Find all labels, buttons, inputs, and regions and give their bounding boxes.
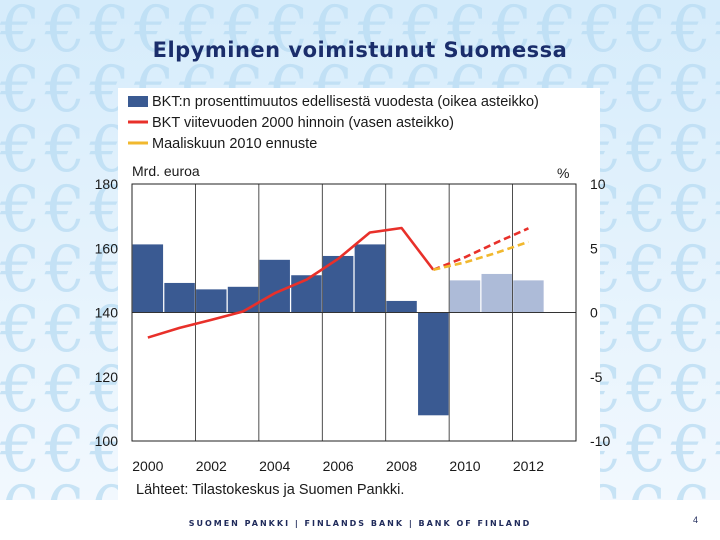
bar-2003 — [227, 286, 259, 313]
forecast-line-gdp — [432, 227, 529, 271]
footer-bar — [0, 500, 720, 540]
x-tick-2002: 2002 — [196, 458, 227, 474]
bar-2009 — [418, 312, 449, 416]
left-axis-label: Mrd. euroa — [132, 163, 200, 179]
left-tick-180: 180 — [95, 176, 119, 192]
bar-2002 — [196, 289, 227, 313]
bar-2007 — [354, 244, 386, 313]
gdp-line — [147, 226, 435, 339]
left-tick-140: 140 — [95, 305, 119, 321]
bar-2001 — [164, 282, 195, 313]
bar-2011 — [481, 273, 512, 313]
x-tick-2010: 2010 — [449, 458, 480, 474]
legend-label-bar: BKT:n prosenttimuutos edellisestä vuodes… — [152, 94, 539, 110]
right-tick-5: 5 — [590, 240, 598, 256]
page-number: 4 — [693, 515, 699, 525]
left-tick-120: 120 — [95, 369, 119, 385]
bar-2000 — [132, 244, 164, 313]
right-tick--10: -10 — [590, 433, 610, 449]
slide-title: Elpyminen voimistunut Suomessa — [152, 38, 568, 62]
left-tick-100: 100 — [95, 433, 119, 449]
plot-area: 100 120 140 160 180 -10 -5 0 5 10 2000 2002 2004 2006… — [95, 176, 611, 474]
x-tick-2004: 2004 — [259, 458, 290, 474]
legend-swatch-bar — [128, 96, 148, 107]
bar-2012 — [513, 280, 544, 313]
legend-label-line: BKT viitevuoden 2000 hinnoin (vasen aste… — [152, 115, 454, 131]
plot-frame — [131, 183, 577, 442]
chart-source: Lähteet: Tilastokeskus ja Suomen Pankki. — [136, 482, 404, 498]
x-tick-2006: 2006 — [323, 458, 354, 474]
right-axis-label: % — [557, 165, 569, 181]
x-tick-2008: 2008 — [386, 458, 417, 474]
footer-text: SUOMEN PANKKI | FINLANDS BANK | BANK OF … — [188, 519, 532, 528]
bar-2005 — [291, 275, 322, 313]
x-tick-2012: 2012 — [513, 458, 544, 474]
bar-2004 — [259, 259, 290, 313]
x-tick-2000: 2000 — [132, 458, 163, 474]
left-tick-160: 160 — [95, 240, 119, 256]
bar-2010 — [449, 280, 481, 313]
legend: BKT:n prosenttimuutos edellisestä vuodes… — [128, 94, 539, 152]
right-tick-10: 10 — [590, 176, 606, 192]
forecast-line-march-2010 — [432, 240, 529, 272]
right-tick--5: -5 — [590, 369, 603, 385]
legend-label-forecast: Maaliskuun 2010 ennuste — [152, 136, 317, 152]
right-tick-0: 0 — [590, 305, 598, 321]
bar-2008 — [386, 300, 417, 313]
